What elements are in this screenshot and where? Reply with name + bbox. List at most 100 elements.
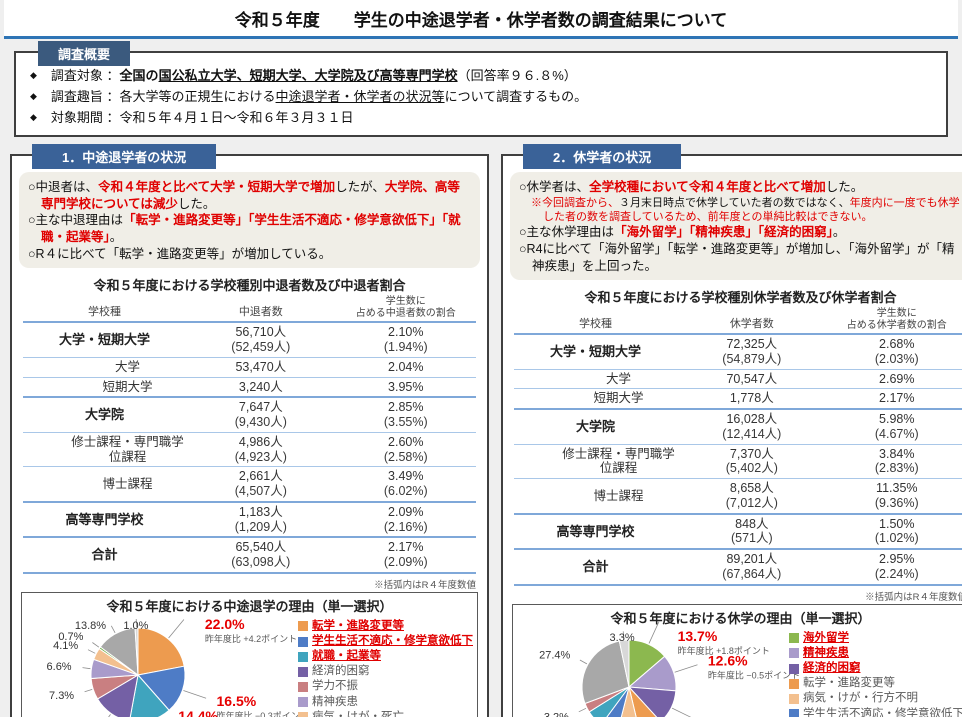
label-leader-line	[579, 659, 588, 664]
cell-rate: 2.69%	[826, 368, 962, 389]
diamond-bullet-icon: ◆	[30, 70, 37, 80]
pie-legend: 転学・進路変更等 学生生活不適応・修学意欲低下 就職・起業等 経済的困窮 学力不振 精神疾…	[298, 615, 473, 717]
legend-swatch-icon	[298, 636, 308, 647]
table-row: 大学院 16,028人 (12,414人) 5.98% (4.67%)	[514, 408, 962, 445]
pie-slice	[627, 686, 677, 717]
cell-rate: 2.60% (2.58%)	[335, 431, 476, 467]
page-title: 令和５年度 学生の中途退学者・休学者数の調査結果について	[4, 0, 958, 39]
legend-label: 経済的困窮	[312, 665, 370, 678]
cell-school-type: 大学・短期大学	[23, 321, 187, 358]
table-row: 博士課程 8,658人 (7,012人) 11.35% (9.36%)	[514, 478, 962, 514]
cell-count: 2,661人 (4,507人)	[186, 466, 336, 502]
count-previous: (52,459人)	[231, 340, 291, 355]
rate-current: 2.04%	[388, 359, 424, 374]
col-header-rate: 学生数に 占める休学者数の割合	[826, 308, 962, 336]
rate-previous: (6.02%)	[383, 484, 428, 499]
summary-line: ○R4に比べて「海外留学」「転学・進路変更等」が増加し、「海外留学」が「精神疾患…	[519, 241, 962, 274]
count-current: 3,240人	[238, 379, 283, 394]
table-row: 大学院 7,647人 (9,430人) 2.85% (3.55%)	[23, 396, 476, 433]
rate-current: 2.68%	[879, 337, 915, 352]
text-segment: 令和４年度と比べて大学・短期大学で増加	[98, 180, 336, 195]
pie-delta-label: 昨年度比 −0.3ポイント	[217, 710, 309, 717]
cell-count: 4,986人 (4,923人)	[186, 431, 336, 467]
overview-bullet: ◆ 調査趣旨 ：各大学等の正規生における中途退学者・休学者の状況等について調査する…	[30, 86, 932, 107]
table-row: 修士課程・専門職学位課程 4,986人 (4,923人) 2.60% (2.58%)	[23, 431, 476, 467]
cell-count: 72,325人 (54,879人)	[677, 333, 827, 370]
pie-percentage-label: 3.2%	[544, 711, 569, 717]
pie-chart-title: 令和５年度における中途退学の理由（単一選択）	[106, 598, 393, 614]
legend-item: 就職・起業等	[298, 649, 473, 664]
rate-current: 2.17%	[388, 540, 424, 555]
count-current: 89,201人	[726, 552, 778, 567]
cell-school-type: 博士課程	[23, 466, 187, 502]
legend-item: 病気・けが・死亡	[298, 710, 473, 717]
rate-current: 2.10%	[388, 325, 424, 340]
legend-item: 学生生活不適応・修学意欲低下	[298, 634, 473, 649]
cell-count: 848人 (571人)	[677, 512, 827, 550]
table-row: 短期大学 1,778人 2.17%	[514, 388, 962, 410]
cell-rate: 3.84% (2.83%)	[826, 443, 962, 479]
text-segment: 大学院、高等専門学校については減少	[41, 180, 460, 211]
legend-swatch-icon	[298, 666, 308, 677]
cell-rate: 2.04%	[335, 356, 476, 378]
cell-school-type: 大学	[514, 368, 678, 389]
legend-item: 病気・けが・行方不明	[789, 691, 962, 706]
count-previous: (9,430人)	[234, 415, 287, 430]
rate-current: 1.50%	[879, 516, 915, 531]
text-segment: 。	[109, 230, 123, 245]
cell-rate: 1.50% (1.02%)	[826, 512, 962, 550]
count-current: 72,325人	[726, 337, 778, 352]
rate-current: 2.69%	[879, 371, 915, 386]
text-segment: ○休学者は、	[519, 180, 590, 195]
legend-label: 学生生活不適応・修学意欲低下	[312, 634, 473, 647]
rate-current: 2.95%	[879, 552, 915, 567]
count-previous: (67,864人)	[722, 566, 782, 581]
cell-count: 1,778人	[677, 388, 827, 410]
table-row: 合計 65,540人 (63,098人) 2.17% (2.09%)	[23, 536, 476, 574]
rate-current: 11.35%	[876, 481, 918, 496]
text-segment: ○主な中退理由は	[28, 213, 124, 228]
text-segment: について調査するもの。	[444, 89, 588, 105]
text-segment: 対象期間 ：令和５年４月１日～令和６年３月３１日	[50, 110, 354, 126]
rate-current: 2.85%	[388, 400, 424, 415]
legend-label: 精神疾患	[803, 646, 849, 659]
count-current: 1,778人	[729, 391, 774, 406]
label-leader-line	[108, 713, 111, 717]
prev-year-note: ※括弧内はR４年度数値	[865, 591, 962, 603]
pie-slice	[581, 640, 630, 704]
cell-school-type: 短期大学	[23, 376, 187, 398]
rate-previous: (2.09%)	[383, 555, 428, 570]
table-row: 大学・短期大学 56,710人 (52,459人) 2.10% (1.94%)	[23, 321, 476, 358]
pie-slice	[137, 665, 186, 711]
panel-header: 2．休学者の状況	[523, 144, 682, 170]
text-segment: 中途退学者・休学者の状況等	[275, 89, 445, 105]
text-segment: （回答率９６.８%）	[457, 68, 577, 83]
legend-item: 経済的困窮	[298, 664, 473, 679]
pie-percentage-label: 11.9%	[704, 714, 743, 717]
pie-chart-box: 令和５年度における休学の理由（単一選択） 13.7% 昨年度比 +1.8ポイント 12…	[512, 603, 962, 717]
pie-chart-row: 22.0% 昨年度比 +4.2ポイント 16.5% 昨年度比 −0.3ポイント 14.4…	[26, 615, 473, 717]
cell-rate: 2.68% (2.03%)	[826, 333, 962, 370]
col-header-count: 中退者数	[186, 296, 336, 324]
legend-label: 精神疾患	[312, 695, 358, 708]
count-current: 65,540人	[235, 540, 287, 555]
pie-slice	[618, 639, 630, 687]
text-segment: ○R4に比べて「海外留学」「転学・進路変更等」が増加し、「海外留学」が「精神疾患…	[519, 241, 955, 273]
cell-school-type: 短期大学	[514, 388, 678, 410]
text-segment: した。	[177, 196, 216, 211]
cell-count: 3,240人	[186, 376, 336, 398]
text-segment: ※今回調査から、	[531, 196, 619, 209]
cell-rate: 2.95% (2.24%)	[826, 548, 962, 586]
cell-rate: 5.98% (4.67%)	[826, 408, 962, 445]
label-leader-line	[648, 621, 660, 644]
legend-item: 経済的困窮	[789, 661, 962, 676]
pie-slice	[134, 627, 139, 675]
cell-school-type: 高等専門学校	[514, 512, 678, 550]
pie-slice	[620, 686, 637, 717]
rate-current: 2.09%	[388, 504, 424, 519]
count-previous: (7,012人)	[725, 495, 778, 510]
panel-dropout: 1．中途退学者の状況 ○中退者は、令和４年度と比べて大学・短期大学で増加したが、大…	[10, 144, 489, 717]
legend-label: 海外留学	[803, 631, 849, 644]
